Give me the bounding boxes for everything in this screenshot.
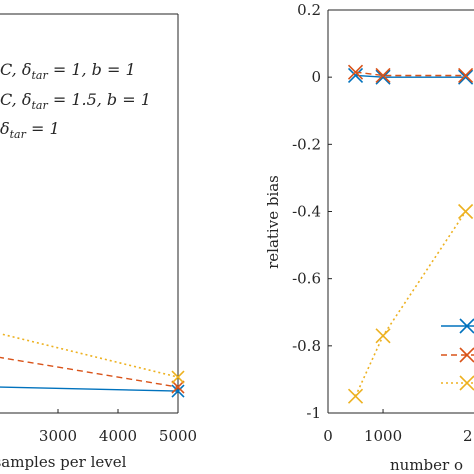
right-series-2-marker-1 — [347, 64, 364, 80]
right-x-tick-label: 0 — [323, 427, 333, 445]
right-series-line-3 — [354, 211, 467, 397]
right-series-line-2 — [355, 71, 466, 77]
right-series-group — [347, 64, 474, 404]
right-series-3-marker-1 — [347, 388, 364, 404]
right-x-tick-label: 1000 — [364, 427, 402, 445]
right-x-tick-label-partial: 2 — [463, 427, 473, 445]
left-x-tick-label: 5000 — [159, 427, 197, 445]
right-chart: 0.2 0 -0.2 -0.4 -0.6 -0.8 -1 0 1000 2 relative b… — [264, 1, 474, 474]
legend-entry-1: C, δtar = 1, b = 1 — [0, 60, 136, 82]
right-series-3-marker-2 — [375, 328, 391, 344]
right-x-axis-label: number o — [390, 456, 463, 474]
right-legend — [441, 318, 474, 391]
left-x-tick-label: 3000 — [39, 427, 77, 445]
left-series-line-3 — [0, 332, 179, 378]
right-legend-marker-2 — [459, 347, 474, 363]
left-chart: 3000 4000 5000 C, δtar = 1, b = 1 C, δtar … — [0, 13, 197, 471]
right-y-tick-label: 0.2 — [297, 1, 321, 19]
left-series-line-1 — [0, 386, 179, 392]
right-y-tick-label: 0 — [311, 68, 321, 86]
right-y-ticks: 0.2 0 -0.2 -0.4 -0.6 -0.8 -1 — [292, 1, 332, 422]
right-y-tick-label: -0.8 — [292, 337, 321, 355]
right-series-2-marker-2 — [375, 67, 391, 84]
right-legend-entry-1 — [441, 318, 474, 334]
right-legend-entry-3 — [441, 375, 474, 391]
legend-entry-3: δtar = 1 — [0, 119, 60, 141]
left-legend: C, δtar = 1, b = 1 C, δtar = 1.5, b = 1 … — [0, 60, 151, 141]
right-series-3-marker-3 — [458, 203, 474, 220]
legend-entry-2: C, δtar = 1.5, b = 1 — [0, 90, 151, 112]
right-series-1-marker-3 — [458, 69, 474, 85]
right-series-2-marker-3 — [458, 67, 474, 84]
right-y-tick-label: -0.4 — [292, 203, 321, 221]
right-series-1-marker-2 — [375, 69, 391, 85]
left-x-tick-label: 4000 — [99, 427, 137, 445]
left-series-3-marker — [171, 370, 185, 384]
right-legend-entry-2 — [441, 347, 474, 363]
left-series-1-marker — [171, 384, 185, 398]
right-legend-marker-1 — [459, 318, 474, 334]
right-y-tick-label: -0.6 — [292, 270, 321, 288]
right-legend-marker-3 — [459, 375, 474, 391]
right-series-1-marker-1 — [347, 67, 364, 84]
left-x-axis-label: samples per level — [0, 453, 127, 471]
left-series-2-marker — [171, 380, 185, 394]
left-x-ticks: 3000 4000 5000 — [39, 409, 197, 445]
right-y-axis-label: relative bias — [264, 175, 282, 269]
right-y-tick-label: -1 — [306, 404, 321, 422]
right-x-ticks: 0 1000 2 — [323, 409, 473, 445]
left-series-line-2 — [0, 356, 179, 388]
right-y-tick-label: -0.2 — [292, 135, 321, 153]
left-series-group — [0, 332, 185, 398]
